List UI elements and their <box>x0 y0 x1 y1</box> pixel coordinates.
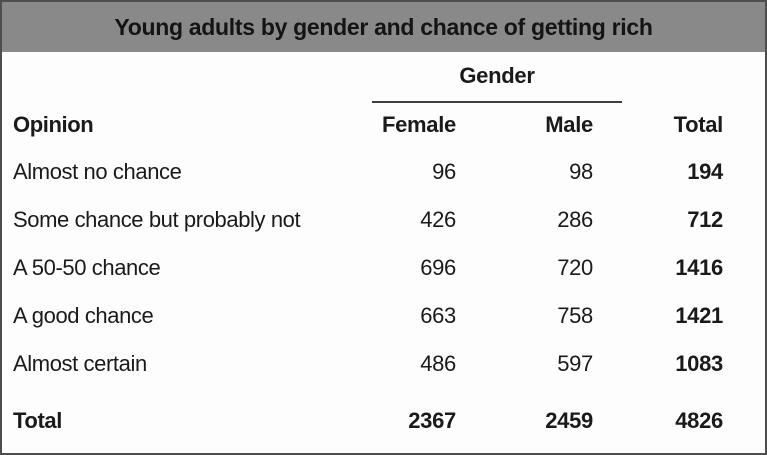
total-value: 1421 <box>675 303 723 328</box>
column-header-total: Total <box>673 112 724 137</box>
female-value: 663 <box>420 303 456 328</box>
female-value: 96 <box>432 159 456 184</box>
gender-group-header-row: Gender <box>2 51 765 103</box>
table-row: A 50-50 chance 696 720 1416 <box>2 244 765 292</box>
row-label: A 50-50 chance <box>13 255 161 280</box>
table-row: Almost certain 486 597 1083 <box>2 340 765 388</box>
male-value: 98 <box>569 159 593 184</box>
table-title: Young adults by gender and chance of get… <box>114 13 653 40</box>
female-total-value: 2367 <box>408 407 456 433</box>
column-header-row: Opinion Female Male Total <box>2 102 765 148</box>
male-value: 720 <box>557 255 593 280</box>
female-value: 426 <box>420 207 456 232</box>
row-label: Almost no chance <box>13 159 182 184</box>
column-header-opinion: Opinion <box>13 112 94 137</box>
female-value: 486 <box>420 351 456 376</box>
male-value: 286 <box>557 207 593 232</box>
table-row: Almost no chance 96 98 194 <box>2 148 765 196</box>
row-label: Almost certain <box>13 351 147 376</box>
table-title-bar: Young adults by gender and chance of get… <box>2 2 765 52</box>
total-value: 1416 <box>675 255 723 280</box>
table-total-row: Total 2367 2459 4826 <box>2 388 765 453</box>
male-value: 758 <box>557 303 593 328</box>
column-header-female: Female <box>381 112 456 137</box>
total-value: 194 <box>687 159 723 184</box>
column-header-male: Male <box>545 112 593 137</box>
gender-group-label: Gender <box>459 63 535 88</box>
total-value: 1083 <box>675 351 723 376</box>
gender-group-header: Gender <box>372 51 622 103</box>
row-label: A good chance <box>13 303 154 328</box>
total-value: 712 <box>687 207 723 232</box>
row-label: Some chance but probably not <box>13 207 301 232</box>
total-row-label: Total <box>13 407 62 433</box>
grand-total-value: 4826 <box>675 407 723 433</box>
table-row: Some chance but probably not 426 286 712 <box>2 196 765 244</box>
table-row: A good chance 663 758 1421 <box>2 292 765 340</box>
male-value: 597 <box>557 351 593 376</box>
female-value: 696 <box>420 255 456 280</box>
male-total-value: 2459 <box>545 407 593 433</box>
